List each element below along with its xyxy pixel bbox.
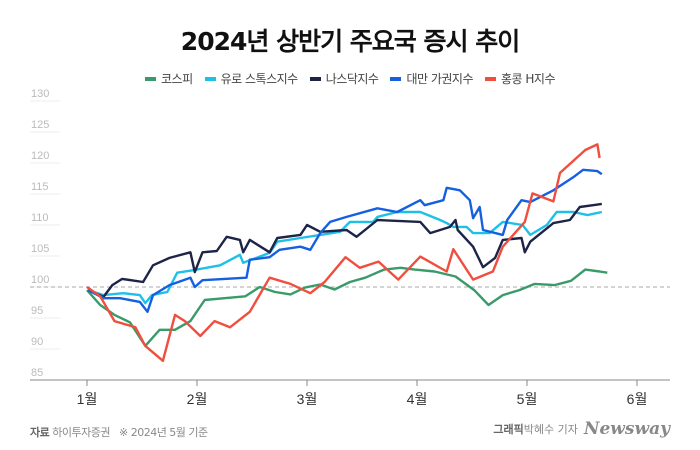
- legend-swatch: [485, 76, 496, 81]
- y-tick-label: 120: [31, 150, 49, 162]
- x-tick-label: 6월: [627, 391, 648, 407]
- legend-item-nasdaq: 나스닥지수: [309, 70, 379, 87]
- y-tick-label: 125: [31, 119, 49, 131]
- x-tick-label: 2월: [187, 391, 208, 407]
- y-tick-label: 105: [31, 243, 49, 255]
- y-tick-label: 90: [31, 336, 43, 348]
- y-tick-label: 95: [31, 305, 43, 317]
- legend-label: 대만 가권지수: [406, 72, 473, 86]
- legend: 코스피 유로 스톡스지수 나스닥지수 대만 가권지수 홍콩 H지수: [0, 70, 700, 87]
- legend-item-eurostoxx: 유로 스톡스지수: [204, 70, 299, 87]
- x-tick-label: 5월: [517, 391, 538, 407]
- y-tick-label: 110: [31, 212, 49, 224]
- series-line-taiex: [87, 168, 603, 313]
- x-tick-label: 1월: [77, 391, 98, 407]
- source-name: 하이투자증권: [52, 426, 110, 439]
- date-note: ※ 2024년 5월 기준: [118, 426, 208, 439]
- y-tick-label: 85: [31, 367, 43, 379]
- series-line-kospi: [86, 266, 608, 348]
- legend-label: 홍콩 H지수: [501, 72, 556, 86]
- legend-label: 코스피: [161, 72, 193, 86]
- series-line-hscei: [86, 143, 601, 362]
- y-tick-label: 100: [31, 274, 49, 286]
- newsway-logo: Newsway: [583, 419, 670, 439]
- y-tick-label: 130: [31, 88, 49, 100]
- x-tick-label: 4월: [407, 391, 428, 407]
- series-line-nasdaq: [87, 202, 602, 299]
- legend-label: 나스닥지수: [325, 72, 379, 86]
- legend-item-kospi: 코스피: [145, 70, 193, 87]
- chart-title: 2024년 상반기 주요국 증시 추이: [180, 27, 520, 56]
- legend-item-hscei: 홍콩 H지수: [485, 70, 556, 87]
- legend-label: 유로 스톡스지수: [220, 72, 299, 86]
- series-line-eurostoxx: [87, 210, 603, 305]
- graphic-label: 그래픽: [493, 423, 524, 436]
- legend-swatch: [145, 76, 156, 81]
- legend-swatch: [390, 76, 402, 81]
- x-tick-label: 3월: [297, 391, 318, 407]
- credit: 그래픽박혜수 기자 Newsway: [493, 419, 670, 439]
- y-tick-label: 115: [31, 181, 49, 193]
- legend-swatch: [204, 76, 216, 81]
- source-note: 자료 하이투자증권 ※ 2024년 5월 기준: [30, 424, 208, 440]
- source-label: 자료: [30, 426, 50, 439]
- legend-swatch: [309, 76, 321, 81]
- legend-item-taiex: 대만 가권지수: [390, 70, 473, 87]
- author: 박혜수 기자: [523, 423, 578, 436]
